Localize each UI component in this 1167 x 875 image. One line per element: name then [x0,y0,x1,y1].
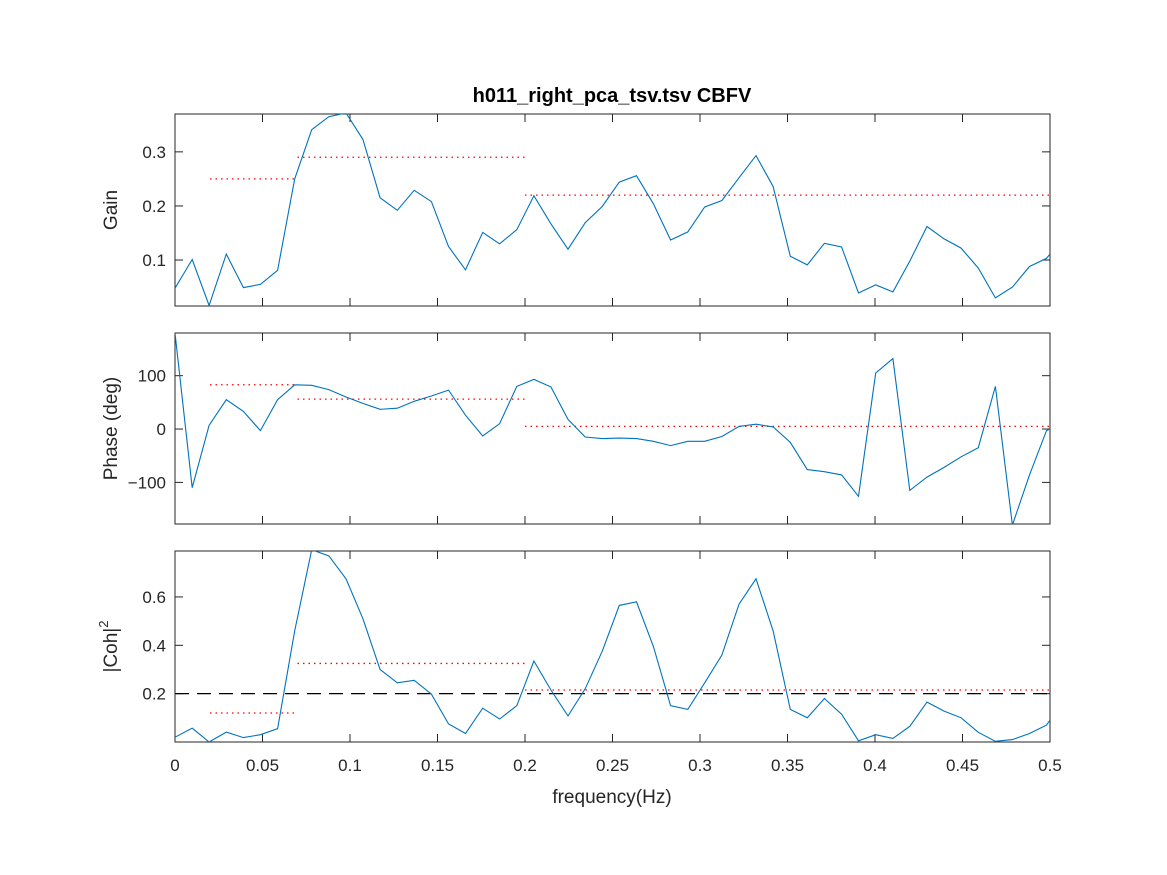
x-tick-label: 0.15 [421,756,454,775]
phase-ytick-label: −100 [128,473,166,492]
coherence-ytick-label: 0.2 [142,685,166,704]
phase-ylabel: Phase (deg) [101,377,122,481]
coherence-ylabel-text: |Coh| [101,628,122,673]
phase-axes-box [174,332,1051,525]
x-tick-label: 0.25 [596,756,629,775]
coherence-ylabel: |Coh|2 [96,621,122,673]
x-tick-label: 0.45 [946,756,979,775]
coherence-axes-box [174,550,1051,743]
gain-series-line [175,114,1050,306]
x-tick-label: 0.35 [771,756,804,775]
phase-ytick-label: 100 [138,367,166,386]
coherence-ytick-label: 0.6 [142,588,166,607]
coherence-series-line [175,551,1050,742]
gain-ytick-label: 0.1 [142,251,166,270]
phase-series-line [175,333,1050,524]
x-axis-label: frequency(Hz) [552,787,671,808]
x-tick-label: 0.5 [1038,756,1062,775]
x-tick-label: 0.2 [513,756,537,775]
figure-title: h011_right_pca_tsv.tsv CBFV [473,85,752,107]
gain-ytick-label: 0.2 [142,197,166,216]
x-tick-label: 0.05 [246,756,279,775]
gain-ylabel: Gain [101,190,122,230]
gain-axes: 0.1 0.2 0.3 Gain [101,113,1051,307]
gain-axes-box [174,113,1051,307]
gain-ytick-label: 0.3 [142,143,166,162]
coherence-ytick-label: 0.4 [142,636,166,655]
phase-ytick-label: 0 [157,420,166,439]
x-tick-label: 0.4 [863,756,887,775]
x-tick-label: 0.1 [338,756,362,775]
phase-axes: −100 0 100 Phase (deg) [101,332,1051,525]
x-tick-label: 0.3 [688,756,712,775]
x-tick-label: 0 [170,756,179,775]
coherence-ylabel-superscript: 2 [96,621,111,628]
coherence-axes: 0 0.05 0.1 0.15 0.2 0.25 0.3 0.35 0.4 0.45 0.5 0.2 0… [96,550,1062,775]
